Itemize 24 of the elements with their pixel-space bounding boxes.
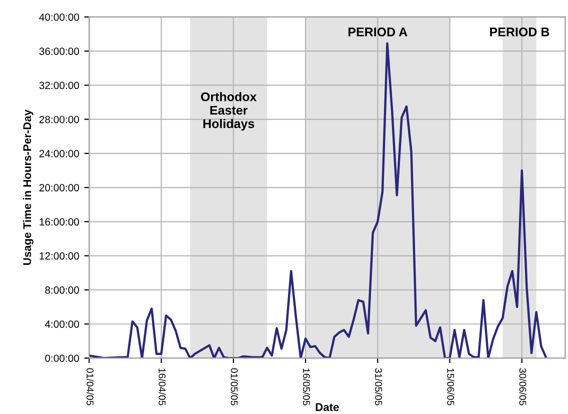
band-label: PERIOD A: [348, 28, 408, 36]
line-series: [89, 42, 548, 358]
x-tick-label: 15/06/05: [447, 368, 454, 406]
x-tick-label: 16/05/05: [302, 368, 310, 406]
x-tick-label: 01/05/05: [230, 368, 238, 406]
band-label: Orthodox Easter Holidays: [201, 92, 257, 131]
x-tick-label: 30/06/05: [519, 368, 526, 406]
x-tick-label: 31/05/05: [375, 368, 382, 406]
x-tick-label: 01/04/05: [86, 368, 94, 406]
y-tick-label: 12:00:00: [40, 252, 80, 260]
y-tick-label: 32:00:00: [39, 82, 80, 90]
y-tick-label: 8:00:00: [45, 286, 80, 294]
y-tick-label: 16:00:00: [40, 218, 80, 226]
y-tick-label: 24:00:00: [39, 150, 80, 158]
x-tick-label: 16/04/05: [158, 368, 166, 406]
y-tick-label: 0:00:00: [45, 354, 80, 362]
y-tick-label: 4:00:00: [44, 320, 80, 328]
y-tick-label: 20:00:00: [39, 184, 80, 192]
y-tick-label: 28:00:00: [39, 116, 80, 124]
y-axis-title: Usage Time in Hours-Per-Day: [22, 110, 34, 265]
y-tick-label: 36:00:00: [39, 48, 80, 55]
band-label: PERIOD B: [490, 28, 550, 36]
y-tick-label: 40:00:00: [39, 13, 80, 21]
x-axis-title: Date: [316, 403, 339, 412]
